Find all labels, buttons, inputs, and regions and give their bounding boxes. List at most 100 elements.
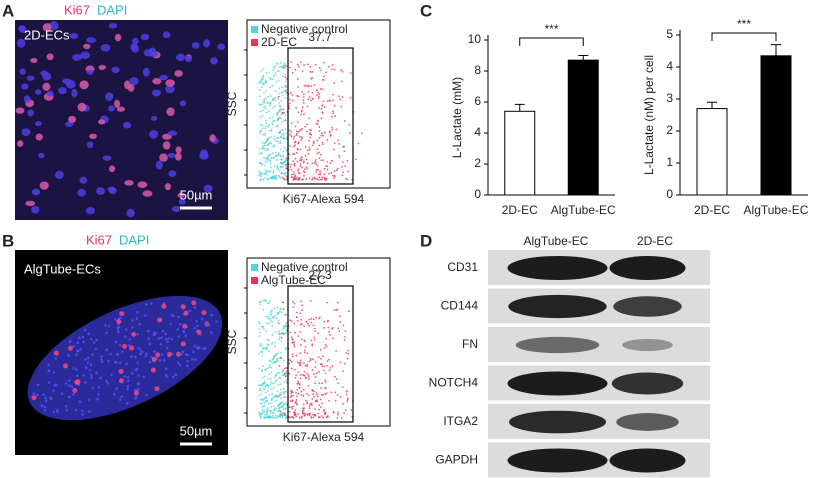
event bbox=[274, 314, 277, 317]
event bbox=[276, 358, 278, 361]
event bbox=[259, 116, 262, 119]
event bbox=[283, 393, 286, 395]
event bbox=[275, 174, 278, 177]
event bbox=[322, 159, 325, 162]
cell bbox=[89, 363, 93, 367]
event bbox=[259, 413, 262, 416]
cell bbox=[148, 360, 152, 364]
cell bbox=[161, 303, 167, 309]
cell bbox=[115, 361, 118, 364]
cell bbox=[159, 153, 168, 162]
event bbox=[272, 97, 275, 100]
event bbox=[294, 376, 297, 379]
event bbox=[259, 130, 262, 133]
event bbox=[272, 409, 275, 411]
cell bbox=[153, 333, 157, 336]
event bbox=[284, 73, 286, 76]
cell bbox=[201, 310, 207, 316]
event bbox=[299, 148, 302, 151]
event bbox=[330, 171, 333, 174]
event bbox=[321, 176, 324, 179]
cell bbox=[177, 315, 180, 319]
event bbox=[281, 176, 284, 179]
event bbox=[260, 152, 263, 155]
event bbox=[332, 410, 335, 413]
event bbox=[337, 327, 340, 330]
event bbox=[314, 366, 317, 368]
event bbox=[318, 404, 321, 407]
event bbox=[314, 376, 317, 379]
event bbox=[318, 157, 321, 160]
event bbox=[324, 344, 327, 346]
cell bbox=[142, 375, 145, 379]
event bbox=[308, 324, 311, 327]
cell bbox=[144, 303, 148, 306]
event bbox=[315, 316, 318, 319]
event bbox=[262, 145, 265, 148]
event bbox=[293, 302, 296, 305]
cell bbox=[40, 70, 49, 76]
cell bbox=[159, 342, 163, 346]
event bbox=[272, 361, 275, 364]
event bbox=[284, 128, 287, 131]
cell bbox=[164, 183, 171, 191]
micrograph bbox=[15, 20, 228, 220]
event bbox=[258, 335, 261, 338]
event bbox=[284, 76, 287, 79]
x-tick-label: AlgTube-EC bbox=[744, 203, 809, 217]
event bbox=[313, 84, 316, 86]
event bbox=[270, 406, 273, 408]
event bbox=[318, 151, 321, 154]
event bbox=[261, 114, 264, 117]
event bbox=[285, 65, 288, 67]
event bbox=[293, 411, 295, 414]
cell bbox=[119, 311, 125, 317]
event bbox=[305, 178, 308, 180]
event bbox=[277, 371, 280, 374]
event bbox=[309, 71, 312, 73]
y-tick-label: 4 bbox=[474, 125, 481, 139]
image-label: AlgTube-ECs bbox=[24, 261, 101, 276]
event bbox=[308, 96, 311, 99]
cell bbox=[152, 78, 162, 85]
event bbox=[333, 68, 336, 71]
cell bbox=[184, 334, 188, 337]
event bbox=[346, 400, 349, 403]
y-tick-label: 5 bbox=[666, 27, 673, 41]
event bbox=[297, 142, 300, 145]
event bbox=[296, 311, 298, 314]
event bbox=[273, 119, 276, 122]
event bbox=[325, 337, 328, 340]
cell bbox=[30, 57, 38, 63]
band bbox=[509, 410, 606, 434]
event bbox=[301, 91, 304, 93]
event bbox=[267, 408, 269, 411]
event bbox=[336, 301, 339, 304]
event bbox=[322, 410, 325, 413]
cell bbox=[94, 347, 98, 351]
event bbox=[283, 119, 286, 122]
event bbox=[357, 142, 360, 145]
event bbox=[300, 374, 302, 376]
event bbox=[273, 316, 276, 319]
cell bbox=[204, 347, 207, 350]
event bbox=[261, 369, 264, 372]
event bbox=[259, 174, 262, 177]
event bbox=[317, 332, 320, 335]
event bbox=[268, 372, 271, 375]
cell bbox=[119, 343, 122, 347]
event bbox=[284, 67, 287, 69]
cell bbox=[171, 205, 182, 212]
event bbox=[325, 71, 327, 74]
cell bbox=[99, 376, 102, 380]
event bbox=[261, 354, 264, 357]
event bbox=[261, 103, 264, 105]
event bbox=[290, 394, 293, 397]
event bbox=[279, 166, 282, 168]
event bbox=[271, 157, 274, 160]
cell bbox=[87, 410, 91, 413]
event bbox=[294, 409, 297, 412]
y-tick-label: 2 bbox=[474, 156, 481, 170]
event bbox=[333, 82, 336, 85]
event bbox=[290, 176, 293, 178]
